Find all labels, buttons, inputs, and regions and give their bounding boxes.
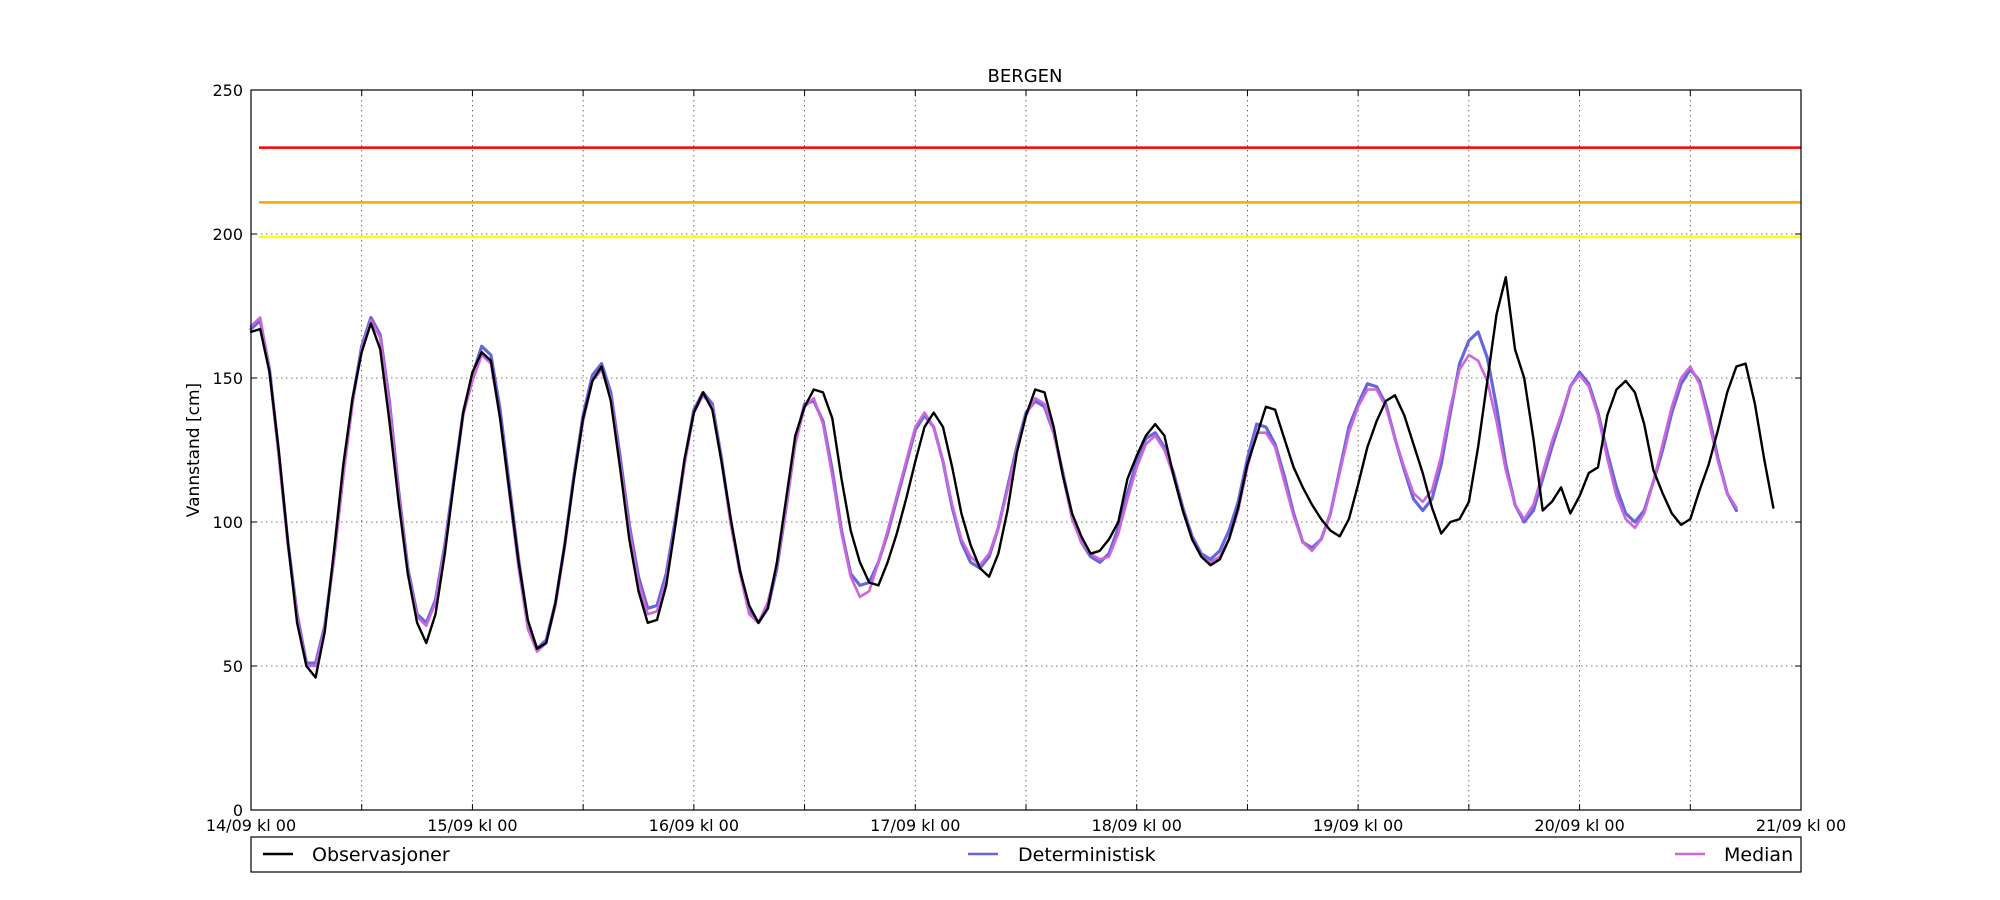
series-lines	[249, 276, 1775, 679]
chart-title: BERGEN	[987, 66, 1062, 87]
y-tick-label: 150	[212, 369, 243, 388]
grid	[251, 90, 1801, 810]
legend-label-deterministisk: Deterministisk	[1018, 844, 1156, 866]
x-tick-label: 20/09 kl 00	[1534, 816, 1624, 835]
series-line-observasjoner	[249, 276, 1775, 679]
y-tick-label: 100	[212, 513, 243, 532]
x-tick-label: 17/09 kl 00	[870, 816, 960, 835]
x-tick-label: 15/09 kl 00	[427, 816, 517, 835]
legend-label-median: Median	[1724, 844, 1793, 866]
x-axis-ticks: 14/09 kl 00 15/09 kl 00 16/09 kl 00 17/09 k…	[206, 90, 1846, 835]
y-tick-label: 50	[223, 657, 243, 676]
y-tick-label: 200	[212, 225, 243, 244]
x-tick-label: 21/09 kl 00	[1756, 816, 1846, 835]
x-tick-label: 18/09 kl 00	[1092, 816, 1182, 835]
y-axis-ticks: 0 50 100 150 200 250	[212, 81, 1801, 820]
x-tick-label: 16/09 kl 00	[649, 816, 739, 835]
y-tick-label: 0	[233, 801, 243, 820]
legend-label-observasjoner: Observasjoner	[312, 844, 450, 866]
x-tick-label: 14/09 kl 00	[206, 816, 296, 835]
threshold-lines	[259, 146, 1801, 239]
y-tick-label: 250	[212, 81, 243, 100]
x-tick-label: 19/09 kl 00	[1313, 816, 1403, 835]
y-axis-label: Vannstand [cm]	[184, 383, 204, 517]
legend: Observasjoner Deterministisk Median	[250, 836, 1802, 873]
legend-box	[250, 836, 1802, 873]
